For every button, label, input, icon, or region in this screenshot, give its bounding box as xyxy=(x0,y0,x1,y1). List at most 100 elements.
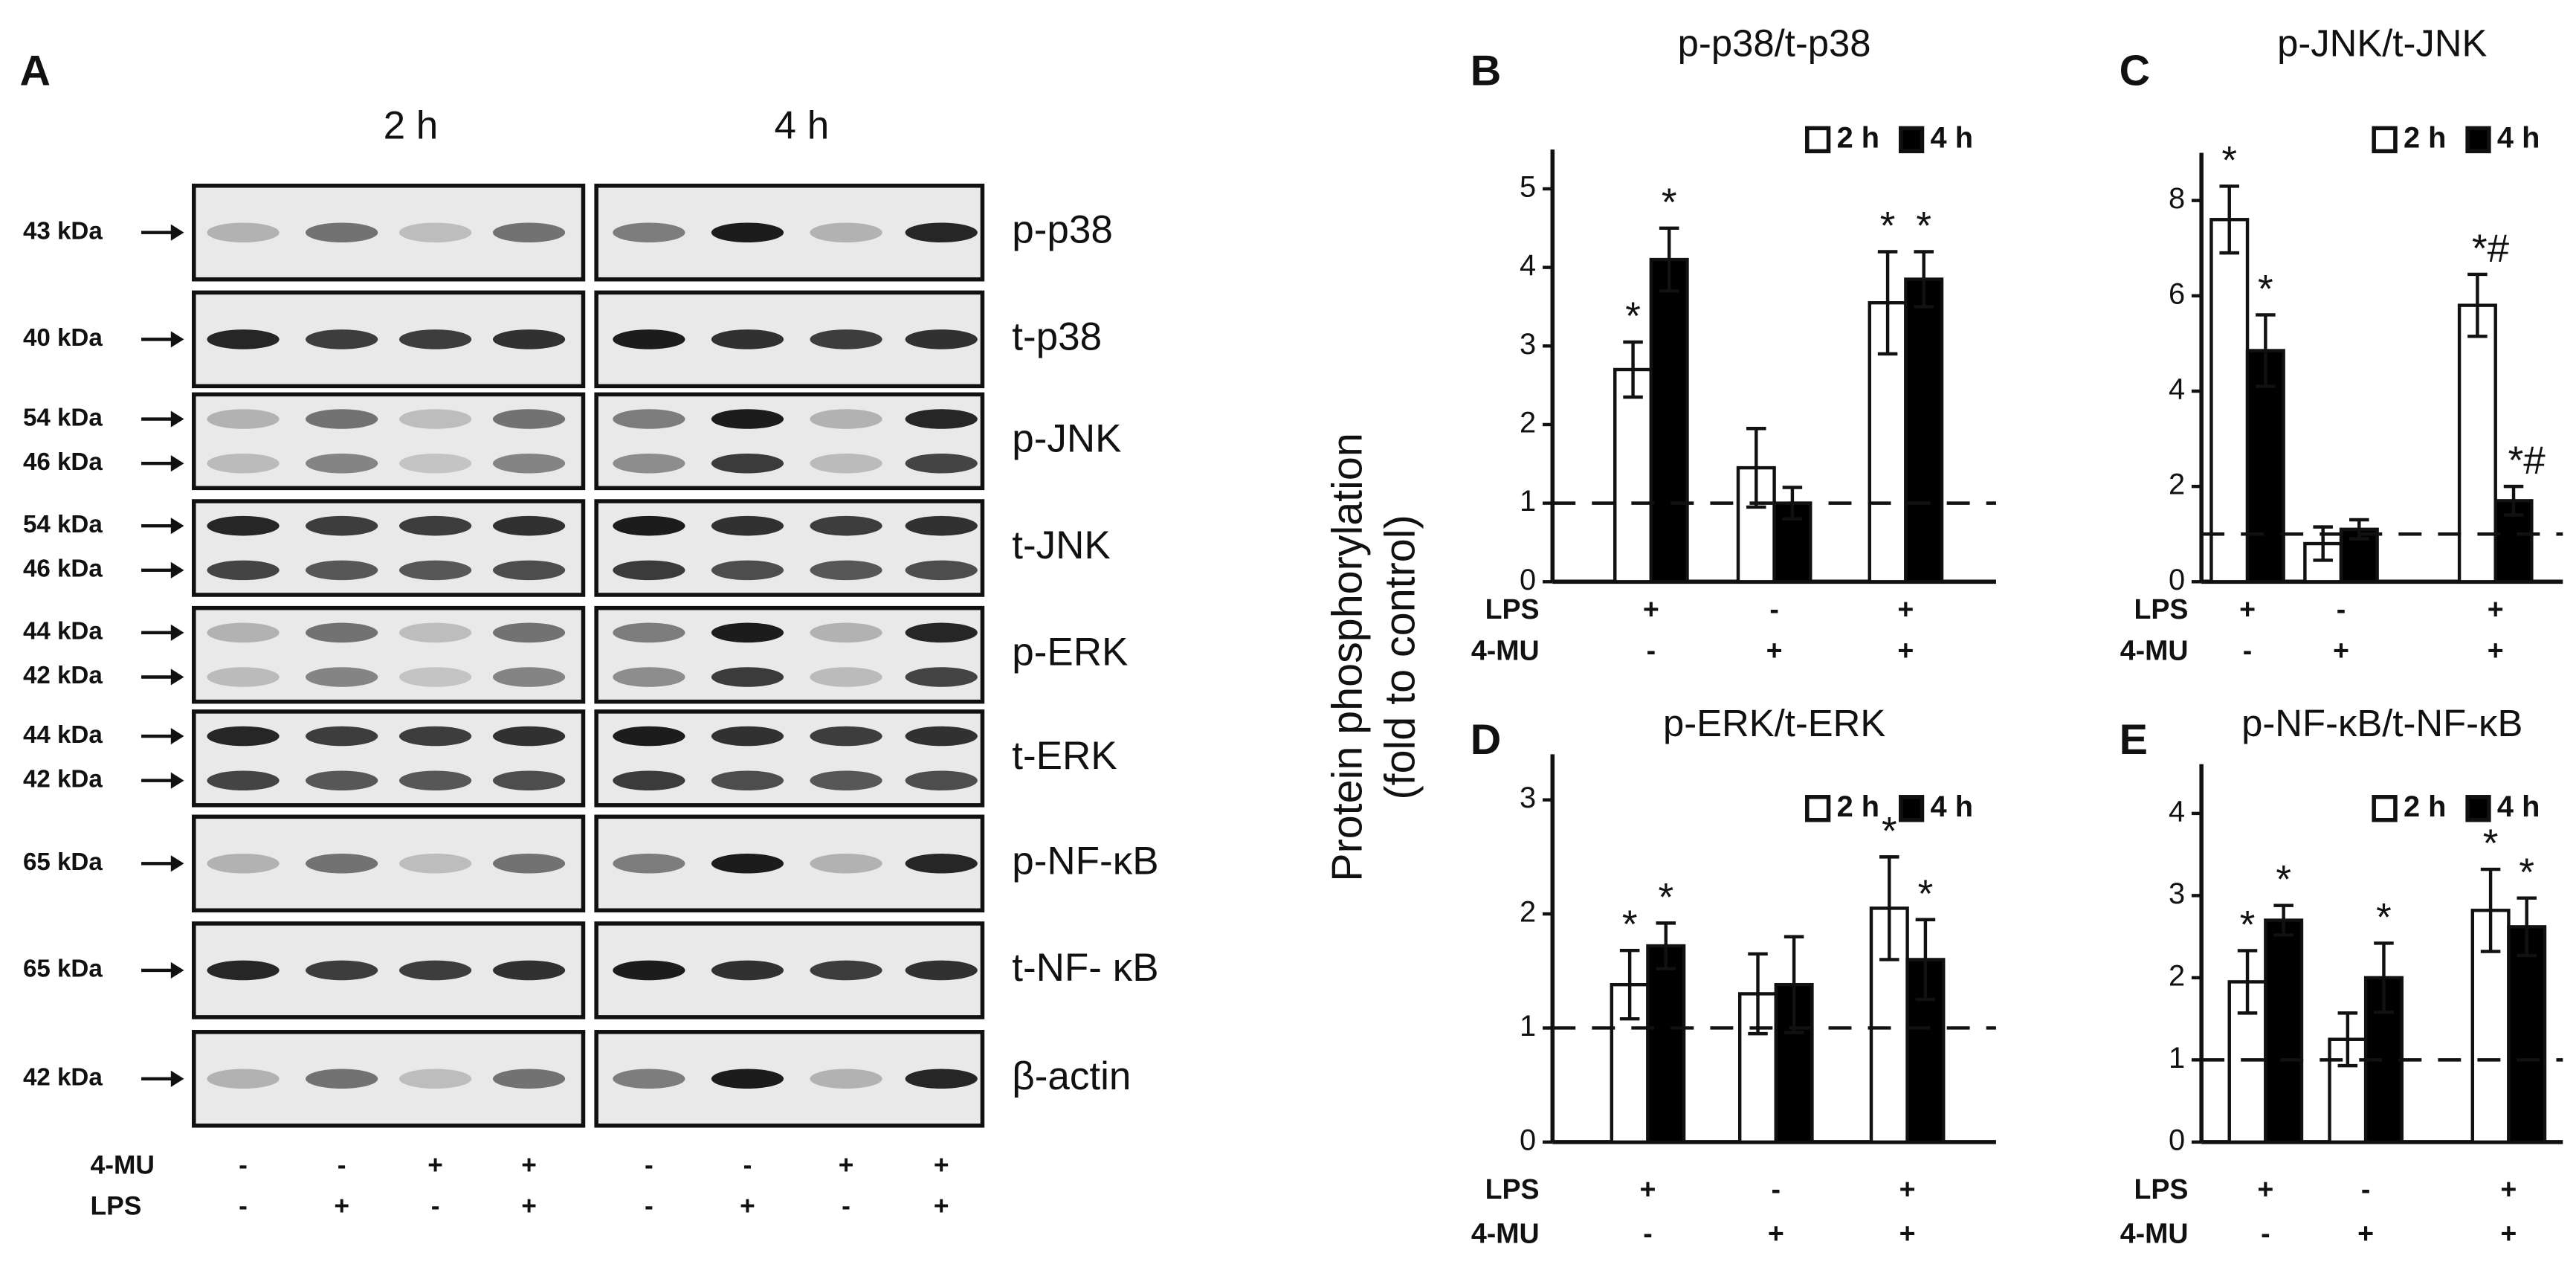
band xyxy=(905,1069,978,1089)
band xyxy=(613,770,685,790)
significance-label: *# xyxy=(2508,439,2546,483)
band xyxy=(613,1069,685,1089)
band xyxy=(306,667,378,687)
bar xyxy=(2339,527,2379,584)
y-tick-label: 0 xyxy=(2169,564,2185,596)
y-tick-label: 4 xyxy=(1520,249,1536,282)
band xyxy=(492,1069,566,1089)
band xyxy=(398,453,472,474)
treatment-sign: + xyxy=(1897,634,1914,666)
treatment-label: 4-MU xyxy=(91,1150,155,1179)
marker-arrowhead xyxy=(170,727,184,745)
protein-label: β-actin xyxy=(1012,1054,1131,1098)
error-bar xyxy=(1659,226,1679,293)
significance-label: * xyxy=(1658,875,1673,919)
band xyxy=(905,329,978,349)
significance-label: * xyxy=(2258,268,2273,312)
significance-label: * xyxy=(1882,809,1897,853)
band xyxy=(492,622,566,643)
band xyxy=(492,960,566,981)
bar xyxy=(2209,218,2250,584)
treatment-sign: + xyxy=(2257,1173,2273,1205)
bar xyxy=(1646,944,1686,1144)
chart-title: p-JNK/t-JNK xyxy=(2277,22,2487,64)
marker-label: 65 kDa xyxy=(23,848,103,876)
significance-label: * xyxy=(1622,903,1638,947)
error-bar xyxy=(2467,272,2488,338)
treatment-sign: - xyxy=(338,1150,346,1179)
band xyxy=(810,409,882,429)
chart-title: p-NF-κB/t-NF-κB xyxy=(2241,702,2522,744)
band xyxy=(810,960,882,981)
band xyxy=(613,515,685,536)
marker-arrowhead xyxy=(170,668,184,686)
legend-swatch xyxy=(2372,795,2398,822)
marker-arrowhead xyxy=(170,961,184,979)
legend-label: 2 h xyxy=(2404,121,2446,154)
panel-letter: E xyxy=(2120,716,2148,764)
panel-letter: A xyxy=(20,48,51,95)
band xyxy=(492,409,566,429)
band xyxy=(905,515,978,536)
protein-label: t-JNK xyxy=(1012,523,1111,567)
band xyxy=(398,667,472,687)
panel-letter: B xyxy=(1471,48,1501,95)
y-tick-label: 2 xyxy=(1520,896,1536,929)
band xyxy=(711,560,784,581)
treatment-sign: + xyxy=(2239,593,2256,625)
treatment-sign: + xyxy=(521,1150,537,1179)
band xyxy=(492,453,566,474)
marker-label: 42 kDa xyxy=(23,1064,103,1092)
band xyxy=(711,515,784,536)
band xyxy=(398,409,472,429)
error-bar xyxy=(1783,935,1804,1034)
band xyxy=(810,667,882,687)
blot-frame xyxy=(191,392,586,491)
band xyxy=(613,222,685,242)
time-label: 4 h xyxy=(775,103,830,147)
band xyxy=(613,726,685,747)
band xyxy=(207,960,280,981)
y-tick-label: 0 xyxy=(2169,1124,2185,1156)
significance-label: * xyxy=(1880,204,1896,248)
marker-arrowhead xyxy=(170,331,184,348)
marker-label: 42 kDa xyxy=(23,765,103,793)
bar xyxy=(1613,367,1653,584)
treatment-sign: + xyxy=(934,1192,949,1221)
marker-arrowhead xyxy=(170,410,184,428)
band xyxy=(306,770,378,790)
band xyxy=(398,854,472,874)
significance-label: * xyxy=(1662,181,1677,225)
band xyxy=(207,222,280,242)
treatment-sign: + xyxy=(1768,1218,1784,1249)
treatment-sign: - xyxy=(1772,1173,1781,1205)
y-tick-label: 0 xyxy=(1520,564,1536,596)
band xyxy=(905,770,978,790)
treatment-sign: + xyxy=(1899,1218,1916,1249)
band xyxy=(306,854,378,874)
band xyxy=(207,453,280,474)
blot-frame xyxy=(594,709,985,808)
band xyxy=(492,560,566,581)
treatment-sign: + xyxy=(1643,593,1659,625)
significance-label: * xyxy=(2519,851,2534,895)
error-bar xyxy=(1877,250,1898,356)
y-tick-label: 3 xyxy=(1520,782,1536,814)
error-bar xyxy=(1914,250,1934,309)
treatment-label: LPS xyxy=(2134,593,2188,625)
blot-frame xyxy=(594,499,985,597)
legend-label: 4 h xyxy=(1931,790,1973,823)
marker-arrowhead xyxy=(170,624,184,641)
band xyxy=(613,854,685,874)
treatment-sign: + xyxy=(2500,1173,2517,1205)
marker-label: 46 kDa xyxy=(23,448,103,476)
treatment-sign: - xyxy=(2243,634,2253,666)
treatment-label: LPS xyxy=(1485,593,1540,625)
protein-label: p-ERK xyxy=(1012,631,1128,674)
band xyxy=(492,515,566,536)
treatment-sign: + xyxy=(1766,634,1783,666)
marker-arrowhead xyxy=(170,224,184,241)
band xyxy=(306,622,378,643)
band xyxy=(905,726,978,747)
